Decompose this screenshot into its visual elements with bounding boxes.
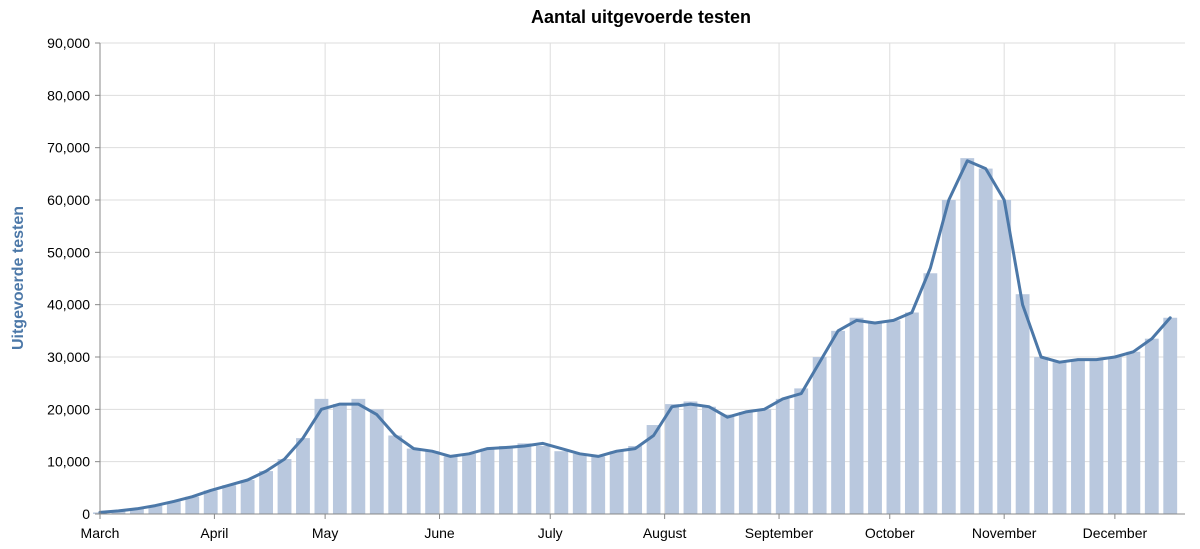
bar — [480, 448, 495, 514]
x-tick-label: November — [972, 525, 1037, 541]
bar — [388, 435, 403, 514]
bar — [1107, 357, 1122, 514]
bar — [148, 505, 163, 514]
bar — [609, 451, 624, 514]
y-tick-label: 90,000 — [47, 35, 90, 51]
bar — [757, 409, 772, 514]
bar — [369, 409, 384, 514]
trend-line — [98, 159, 1172, 514]
axes — [95, 42, 1185, 519]
bar — [1144, 338, 1159, 514]
bar — [1071, 359, 1085, 514]
bar — [129, 508, 144, 514]
bar — [886, 320, 901, 514]
bar — [314, 398, 329, 514]
y-tick-label: 40,000 — [47, 297, 90, 313]
bar — [812, 357, 827, 514]
x-tick-label: July — [538, 525, 563, 541]
bar — [775, 398, 790, 514]
bar — [646, 425, 661, 514]
x-tick-label: June — [424, 525, 455, 541]
y-tick-label: 60,000 — [47, 192, 90, 208]
bar — [462, 453, 476, 514]
y-tick-label: 50,000 — [47, 244, 90, 260]
bar — [794, 388, 809, 514]
x-tick-label: September — [745, 525, 814, 541]
y-axis-label: Uitgevoerde testen — [10, 206, 27, 350]
bar-series — [93, 158, 1178, 514]
y-tick-label: 20,000 — [47, 401, 90, 417]
bar — [665, 404, 679, 514]
bar — [978, 168, 993, 514]
bar — [1126, 351, 1141, 514]
x-tick-label: August — [643, 525, 687, 541]
bar — [425, 451, 440, 514]
bar — [203, 490, 218, 514]
bar — [960, 158, 975, 514]
bar — [1034, 357, 1048, 514]
y-tick-label: 70,000 — [47, 140, 90, 156]
bar — [499, 445, 513, 514]
bar — [683, 401, 698, 514]
bar — [1052, 362, 1067, 514]
bar — [111, 510, 126, 514]
bar — [720, 414, 735, 514]
bar — [185, 496, 200, 514]
bar — [702, 406, 716, 514]
bar — [1163, 317, 1178, 514]
bar — [554, 451, 569, 514]
x-tick-label: March — [81, 525, 120, 541]
line-series — [98, 159, 1172, 514]
bar — [517, 443, 532, 514]
bar — [831, 330, 846, 514]
bar — [277, 459, 292, 514]
x-tick-label: April — [200, 525, 228, 541]
bar — [443, 456, 458, 514]
bar — [296, 438, 310, 514]
y-tick-label: 80,000 — [47, 87, 90, 103]
bar — [332, 404, 347, 514]
bar — [591, 456, 606, 514]
bar — [941, 200, 956, 514]
bar — [535, 445, 550, 514]
bar — [868, 322, 882, 514]
bar — [997, 200, 1012, 514]
bar — [628, 445, 643, 514]
x-tick-label: May — [312, 525, 338, 541]
bar — [572, 453, 587, 514]
bar — [259, 471, 273, 514]
bar — [166, 501, 181, 514]
bar — [222, 485, 237, 514]
x-tick-label: December — [1083, 525, 1148, 541]
bar — [1015, 294, 1030, 514]
bar — [849, 317, 864, 514]
tick-labels: 0 10,000 20,000 30,000 40,000 50,000 60,000 70,… — [47, 35, 1147, 541]
bar — [240, 479, 255, 514]
chart-title: Aantal uitgevoerde testen — [531, 7, 751, 27]
bar — [904, 312, 919, 514]
bar — [1089, 359, 1104, 514]
bar — [406, 448, 421, 514]
y-tick-label: 0 — [82, 506, 90, 522]
y-tick-label: 10,000 — [47, 454, 90, 470]
bar — [738, 411, 753, 514]
x-tick-label: October — [865, 525, 915, 541]
bar — [351, 398, 366, 514]
y-tick-label: 30,000 — [47, 349, 90, 365]
bar — [923, 273, 938, 514]
